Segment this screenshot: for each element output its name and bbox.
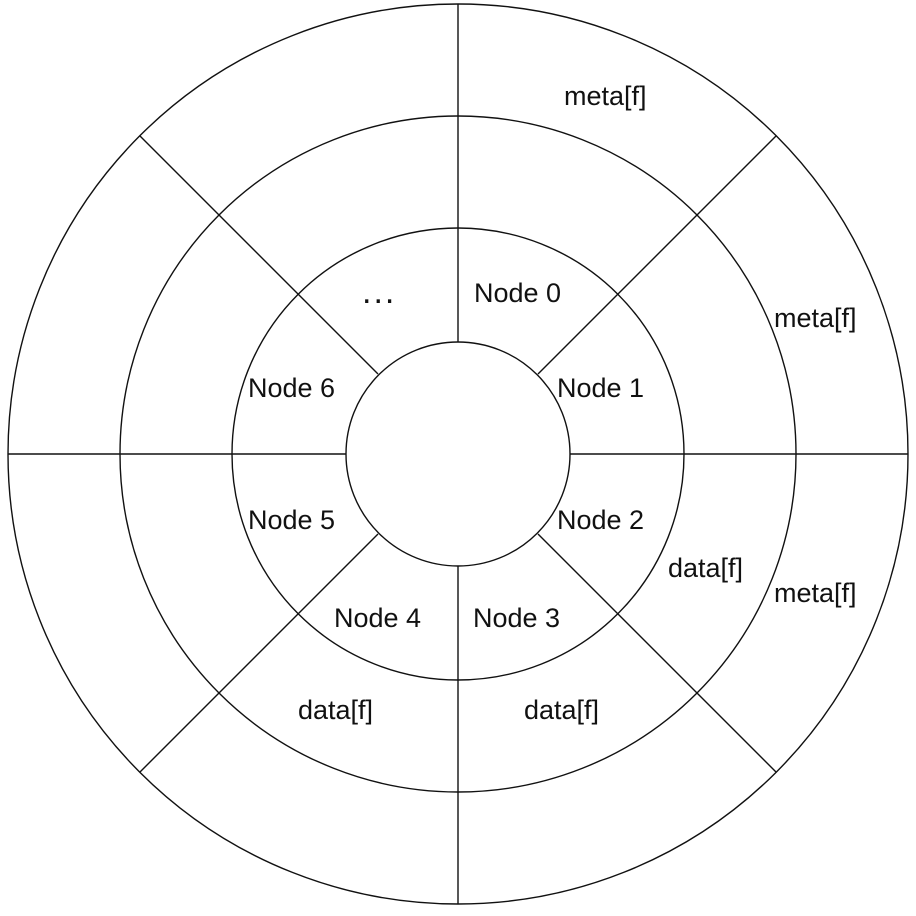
- node-label-2: Node 2: [557, 505, 644, 535]
- data-label-right: data[f]: [668, 553, 743, 583]
- divider-bottom-right: [537, 533, 777, 773]
- node-label-1: Node 1: [557, 373, 644, 403]
- inner-hub: [345, 341, 571, 567]
- node-label-4: Node 4: [334, 603, 421, 633]
- node-labels: Node 0 Node 1 Node 2 Node 3 Node 4 Node …: [248, 273, 644, 633]
- divider-top-left: [139, 135, 379, 375]
- data-label-bottom-right: data[f]: [524, 695, 599, 725]
- divider-bottom-left: [139, 533, 379, 773]
- data-label-bottom-left: data[f]: [298, 695, 373, 725]
- node-label-5: Node 5: [248, 505, 335, 535]
- node-label-0: Node 0: [474, 278, 561, 308]
- data-labels: data[f] data[f] data[f]: [298, 553, 743, 725]
- meta-label-top: meta[f]: [564, 81, 647, 111]
- node-label-ellipsis: ...: [362, 273, 396, 311]
- meta-label-right: meta[f]: [774, 303, 857, 333]
- meta-label-bottom-right: meta[f]: [774, 578, 857, 608]
- sector-dividers: [8, 4, 908, 904]
- meta-labels: meta[f] meta[f] meta[f]: [564, 81, 857, 608]
- node-label-6: Node 6: [248, 373, 335, 403]
- divider-top-right: [537, 135, 777, 375]
- node-label-3: Node 3: [473, 603, 560, 633]
